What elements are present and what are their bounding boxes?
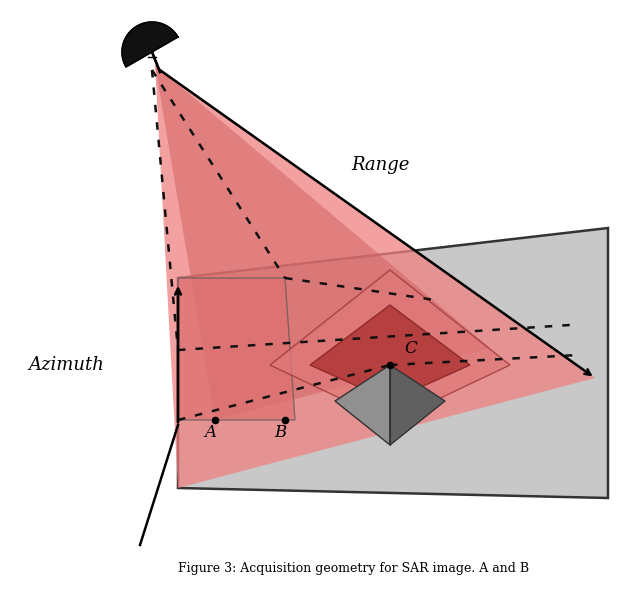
Polygon shape	[178, 228, 608, 498]
Text: Azimuth: Azimuth	[28, 356, 104, 374]
Text: A: A	[204, 424, 216, 441]
Text: B: B	[274, 424, 286, 441]
Text: C: C	[404, 340, 417, 357]
Polygon shape	[335, 365, 390, 445]
Polygon shape	[178, 278, 295, 420]
Polygon shape	[155, 65, 595, 488]
Polygon shape	[390, 365, 445, 445]
Text: Range: Range	[351, 156, 409, 174]
Polygon shape	[270, 270, 510, 422]
Polygon shape	[155, 65, 490, 420]
Polygon shape	[310, 305, 470, 401]
Text: Figure 3: Acquisition geometry for SAR image. A and B: Figure 3: Acquisition geometry for SAR i…	[178, 562, 529, 575]
Polygon shape	[122, 22, 178, 67]
